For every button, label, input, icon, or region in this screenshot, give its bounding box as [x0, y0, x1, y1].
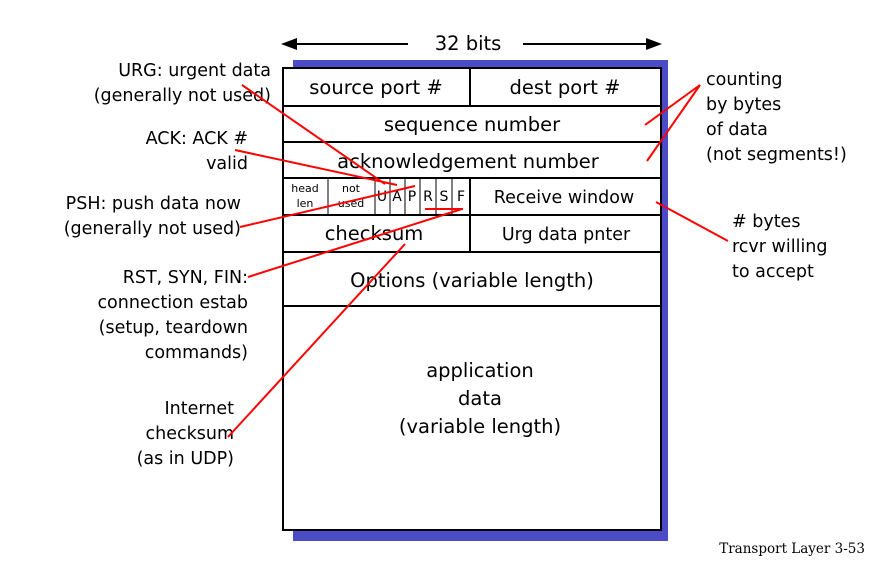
rst-syn-fin-annotation: RST, SYN, FIN: connection estab (setup, …: [97, 268, 248, 363]
rcvr-annotation: # bytes rcvr willing to accept: [732, 212, 828, 282]
psh-annotation-line-1: PSH: push data now: [66, 194, 241, 214]
rst-annotation-line-3: (setup, teardown: [99, 318, 248, 338]
psh-annotation: PSH: push data now (generally not used): [64, 194, 241, 239]
right-arrowhead: [646, 38, 662, 50]
rst-annotation-line-4: commands): [145, 343, 248, 363]
counting-annotation-line-3: of data: [706, 120, 768, 140]
app-data-label-1: application: [426, 359, 534, 382]
width-label: 32 bits: [435, 32, 502, 55]
head-len-label-2: len: [297, 197, 314, 210]
counting-annotation-line-2: by bytes: [706, 95, 781, 115]
counting-annotation-line-4: (not segments!): [706, 145, 847, 165]
flag-r: R: [423, 189, 433, 205]
rst-callout: [247, 208, 463, 278]
segment-box: [282, 67, 662, 531]
flag-cells: [327, 178, 453, 215]
urg-annotation-line-1: URG: urgent data: [118, 61, 271, 81]
counting-annotation: counting by bytes of data (not segments!…: [706, 70, 847, 165]
segment-outline: [282, 67, 662, 531]
urg-callout: [241, 84, 386, 185]
callout-lines: [227, 84, 729, 438]
ack-number-label: acknowledgement number: [337, 150, 600, 173]
source-port-label: source port #: [309, 76, 442, 99]
flag-p: P: [408, 189, 416, 205]
checksum-annotation-line-1: Internet: [165, 399, 235, 419]
ack-annotation-line-1: ACK: ACK #: [146, 129, 248, 149]
dest-port-label: dest port #: [510, 76, 621, 99]
flag-s: S: [440, 189, 449, 205]
slide-footer: Transport Layer 3-53: [719, 541, 865, 557]
checksum-annotation-line-3: (as in UDP): [137, 449, 234, 469]
width-indicator: 32 bits: [281, 32, 662, 55]
left-arrowhead: [281, 38, 297, 50]
rst-annotation-line-1: RST, SYN, FIN:: [123, 268, 248, 288]
flag-f: F: [457, 189, 465, 205]
app-data-label-3: (variable length): [399, 415, 561, 438]
ack-annotation: ACK: ACK # valid: [146, 129, 248, 174]
psh-annotation-line-2: (generally not used): [64, 219, 241, 239]
rcvr-annotation-line-3: to accept: [732, 262, 814, 282]
app-data-label-2: data: [458, 387, 502, 410]
checksum-annotation-line-2: checksum: [146, 424, 235, 444]
checksum-label: checksum: [325, 222, 424, 245]
psh-callout: [239, 185, 416, 228]
urg-pointer-label: Urg data pnter: [502, 225, 631, 245]
rcvr-annotation-line-1: # bytes: [732, 212, 800, 232]
receive-window-label: Receive window: [494, 188, 634, 208]
checksum-annotation: Internet checksum (as in UDP): [137, 399, 235, 469]
rcvr-annotation-line-2: rcvr willing: [732, 237, 828, 257]
flag-a: A: [392, 189, 402, 205]
options-label: Options (variable length): [350, 269, 594, 292]
counting-callout-1: [644, 84, 701, 126]
sequence-number-label: sequence number: [384, 113, 561, 136]
not-used-label-1: not: [342, 182, 361, 195]
checksum-callout: [227, 243, 406, 438]
urg-annotation-line-2: (generally not used): [94, 86, 271, 106]
ack-annotation-line-2: valid: [206, 154, 248, 174]
flag-u: U: [377, 189, 387, 205]
ack-callout: [234, 149, 398, 186]
urg-annotation: URG: urgent data (generally not used): [94, 61, 271, 106]
counting-annotation-line-1: counting: [706, 70, 782, 90]
counting-callout-2: [646, 84, 701, 162]
head-len-label-1: head: [291, 182, 318, 195]
rcvr-callout: [655, 201, 729, 242]
rst-annotation-line-2: connection estab: [97, 293, 248, 313]
